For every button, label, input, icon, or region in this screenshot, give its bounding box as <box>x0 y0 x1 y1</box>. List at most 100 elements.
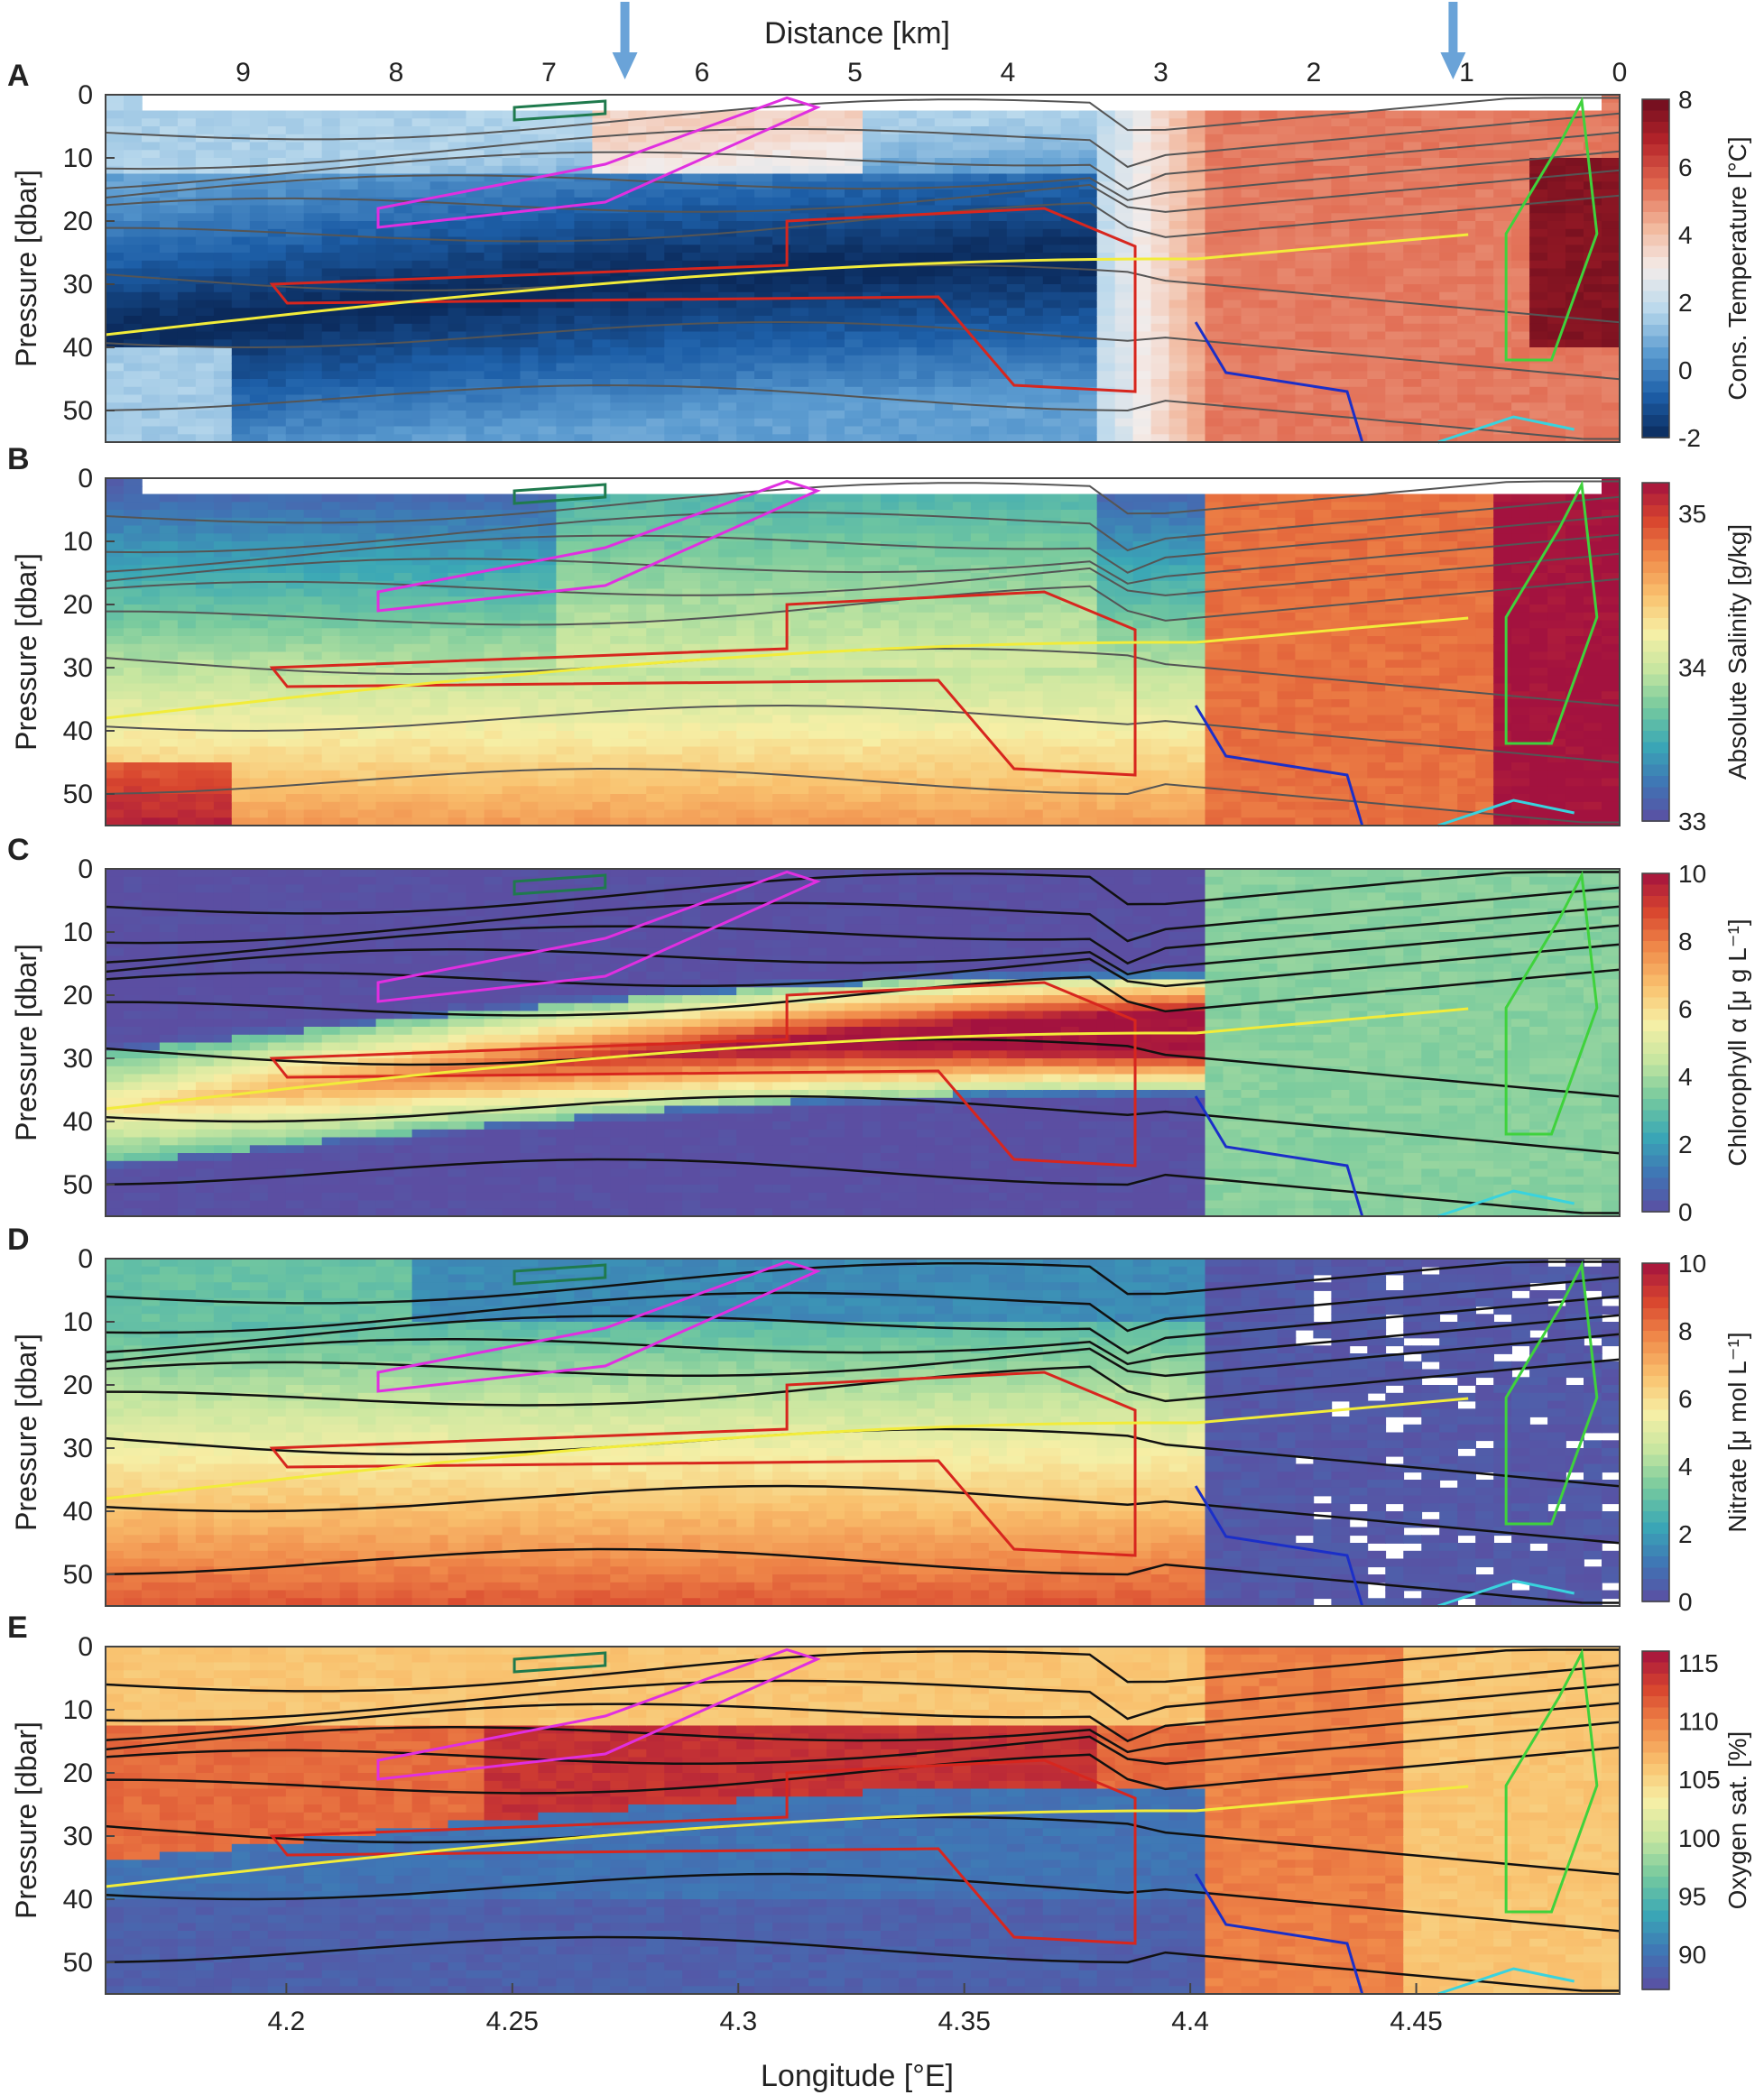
heatmap-cell <box>610 261 629 270</box>
heatmap-cell <box>574 126 593 135</box>
heatmap-cell <box>574 355 593 365</box>
heatmap-cell <box>1187 143 1206 152</box>
heatmap-cell <box>772 181 791 190</box>
heatmap-cell <box>214 379 233 388</box>
heatmap-cell <box>1151 364 1170 373</box>
heatmap-cell <box>736 419 755 428</box>
heatmap-cell <box>646 355 665 365</box>
heatmap-cell <box>935 118 954 127</box>
heatmap-cell <box>286 245 305 254</box>
heatmap-cell <box>754 371 773 380</box>
heatmap-cell <box>1025 427 1044 436</box>
heatmap-cell <box>430 261 449 270</box>
heatmap-cell <box>448 229 467 238</box>
heatmap-cell <box>556 364 575 373</box>
heatmap-cell <box>808 245 827 254</box>
heatmap-cell <box>754 324 773 333</box>
heatmap-cell <box>754 111 773 120</box>
heatmap-cell <box>935 339 954 348</box>
heatmap-cell <box>521 411 540 420</box>
heatmap-cell <box>863 221 882 230</box>
heatmap-cell <box>485 221 503 230</box>
heatmap-cell <box>845 324 864 333</box>
heatmap-cell <box>1079 427 1098 436</box>
heatmap-cell <box>521 419 540 428</box>
heatmap-cell <box>232 143 251 152</box>
heatmap-cell <box>953 292 972 301</box>
heatmap-cell <box>1007 347 1026 356</box>
heatmap-cell <box>412 284 431 293</box>
heatmap-cell <box>250 427 269 436</box>
heatmap-cell <box>881 111 900 120</box>
heatmap-cell <box>989 284 1008 293</box>
heatmap-cell <box>268 355 287 365</box>
heatmap-cell <box>538 316 557 325</box>
heatmap-cell <box>772 364 791 373</box>
heatmap-cell <box>881 427 900 436</box>
heatmap-cell <box>268 206 287 215</box>
top-tick-label: 6 <box>695 58 710 88</box>
heatmap-cell <box>736 158 755 167</box>
heatmap-cell <box>124 174 143 183</box>
heatmap-cell <box>682 300 701 309</box>
heatmap-cell <box>106 229 125 238</box>
heatmap-cell <box>736 253 755 262</box>
heatmap-cell <box>1169 237 1188 246</box>
heatmap-cell <box>340 379 359 388</box>
heatmap-cell <box>503 411 522 420</box>
heatmap-cell <box>935 316 954 325</box>
heatmap-cell <box>1079 292 1098 301</box>
heatmap-cell <box>232 347 251 356</box>
heatmap-cell <box>538 419 557 428</box>
heatmap-cell <box>628 402 647 411</box>
heatmap-cell <box>448 166 467 175</box>
heatmap-cell <box>142 292 161 301</box>
heatmap-cell <box>971 174 990 183</box>
heatmap-cell <box>286 143 305 152</box>
heatmap-cell <box>358 174 377 183</box>
heatmap-cell <box>178 387 197 396</box>
heatmap-cell <box>503 198 522 207</box>
heatmap-cell <box>556 339 575 348</box>
heatmap-cell <box>682 189 701 198</box>
heatmap-cell <box>286 118 305 127</box>
heatmap-cell <box>845 253 864 262</box>
heatmap-cell <box>503 419 522 428</box>
heatmap-cell <box>394 395 413 404</box>
heatmap-cell <box>160 276 179 285</box>
heatmap-cell <box>827 339 845 348</box>
heatmap-cell <box>628 371 647 380</box>
heatmap-cell <box>917 324 936 333</box>
heatmap-cell <box>953 213 972 222</box>
top-axis-ticks: 9876543210 <box>236 58 1627 88</box>
heatmap-cell <box>106 300 125 309</box>
heatmap-cell <box>286 419 305 428</box>
heatmap-cell <box>466 206 485 215</box>
heatmap-cell <box>358 427 377 436</box>
heatmap-cell <box>521 355 540 365</box>
heatmap-cell <box>682 245 701 254</box>
heatmap-cell <box>485 134 503 143</box>
heatmap-cell <box>178 347 197 356</box>
heatmap-cell <box>268 332 287 341</box>
heatmap-cell <box>989 166 1008 175</box>
heatmap-cell <box>953 269 972 278</box>
heatmap-cell <box>808 339 827 348</box>
heatmap-cell <box>628 427 647 436</box>
heatmap-cell <box>1079 419 1098 428</box>
heatmap-cell <box>628 198 647 207</box>
heatmap-cell <box>340 411 359 420</box>
heatmap-cell <box>736 364 755 373</box>
heatmap-cell <box>106 395 125 404</box>
heatmap-cell <box>232 237 251 246</box>
heatmap-cell <box>664 427 683 436</box>
heatmap-cell <box>971 300 990 309</box>
heatmap-cell <box>304 300 323 309</box>
heatmap-cell <box>772 174 791 183</box>
heatmap-cell <box>340 206 359 215</box>
heatmap-cell <box>556 395 575 404</box>
heatmap-cell <box>646 395 665 404</box>
heatmap-cell <box>340 221 359 230</box>
heatmap-cell <box>394 284 413 293</box>
heatmap-cell <box>718 364 737 373</box>
